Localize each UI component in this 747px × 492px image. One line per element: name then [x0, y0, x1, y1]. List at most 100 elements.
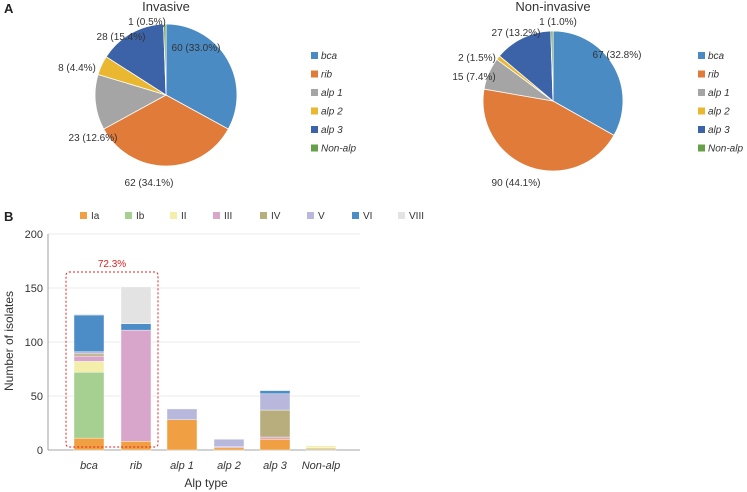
pie-chart-noninvasive: 67 (32.8%) 90 (44.1%) 15 (7.4%) 2 (1.5%) 27 …: [452, 17, 641, 189]
pie-label-rib: 90 (44.1%): [492, 178, 541, 189]
pie-slice-nonalp: [550, 30, 554, 102]
bar-legend: Ia Ib II III IV V VI VIII: [80, 211, 424, 222]
legend-swatch-alp1: [311, 89, 318, 96]
x-tick-label: Non-alp: [302, 460, 341, 472]
bar-segment-III: [120, 329, 152, 442]
y-axis-title: Number of isolates: [2, 291, 16, 391]
legend-label-alp3: alp 3: [321, 125, 343, 136]
legend-swatch-bca: [311, 52, 318, 59]
legend-swatch-bca: [698, 52, 705, 59]
legend-label-Ib: Ib: [136, 211, 145, 222]
x-tick-label: alp 1: [170, 460, 194, 472]
bar-segment-III: [73, 355, 105, 362]
pie-label-alp2: 8 (4.4%): [58, 63, 96, 74]
pie-slice-alp3: [105, 23, 167, 96]
legend-label-Ia: Ia: [91, 211, 100, 222]
x-tick-label: alp 3: [263, 460, 288, 472]
legend-label-VIII: VIII: [409, 211, 424, 222]
bar-segment-VIII: [73, 313, 105, 316]
bar-segment-V: [166, 408, 198, 420]
pie-slice-bca: [552, 30, 624, 136]
pie-label-alp1: 23 (12.6%): [69, 133, 118, 144]
pie-label-rib: 62 (34.1%): [125, 178, 174, 189]
pie-label-bca: 60 (33.0%): [172, 43, 221, 54]
legend-swatch-alp1: [698, 89, 705, 96]
legend-label-alp2: alp 2: [321, 107, 343, 118]
legend-label-III: III: [224, 211, 232, 222]
legend-swatch-nonalp: [311, 144, 318, 152]
bar-segment-III: [259, 436, 291, 440]
pie-slice-bca: [165, 23, 238, 130]
legend-noninvasive: bca rib alp 1 alp 2 alp 3 Non-alp: [698, 51, 743, 155]
x-tick-label: bca: [80, 460, 98, 472]
y-tick-label: 100: [25, 337, 43, 349]
pie-title-noninvasive: Non-invasive: [515, 0, 590, 14]
x-axis-title: Alp type: [184, 476, 228, 490]
bar-segment-VI: [73, 314, 105, 352]
y-tick-label: 200: [25, 229, 43, 241]
legend-label-nonalp: Non-alp: [708, 144, 743, 155]
pie-slice-nonalp: [163, 23, 167, 96]
bar-segment-V: [259, 393, 291, 411]
x-tick-label: rib: [130, 460, 142, 472]
legend-label-II: II: [181, 211, 187, 222]
panel-label-b: B: [4, 209, 13, 224]
pie-label-bca: 67 (32.8%): [593, 50, 642, 61]
pie-title-invasive: Invasive: [142, 0, 190, 14]
legend-label-rib: rib: [321, 70, 333, 81]
legend-swatch-rib: [311, 70, 318, 78]
legend-label-alp1: alp 1: [321, 88, 343, 99]
legend-label-alp1: alp 1: [708, 88, 730, 99]
pie-slice-rib: [482, 88, 615, 172]
legend-swatch-Ib: [125, 212, 132, 219]
panel-label-a: A: [4, 1, 14, 16]
legend-label-IV: IV: [271, 211, 281, 222]
legend-label-nonalp: Non-alp: [321, 144, 356, 155]
y-tick-label: 50: [31, 391, 43, 403]
pie-label-alp3: 27 (13.2%): [492, 28, 541, 39]
highlight-annotation: 72.3%: [98, 259, 126, 270]
legend-label-rib: rib: [708, 70, 720, 81]
legend-swatch-VIII: [398, 212, 405, 219]
pie-chart-invasive: 60 (33.0%) 62 (34.1%) 23 (12.6%) 8 (4.4%) 28…: [58, 17, 238, 189]
bar-segment-II: [73, 361, 105, 373]
legend-label-alp2: alp 2: [708, 107, 730, 118]
legend-label-bca: bca: [321, 51, 338, 62]
bar-segment-Ia: [213, 447, 245, 451]
legend-swatch-III: [213, 212, 220, 219]
bar-segment-II: [305, 445, 337, 449]
legend-swatch-Ia: [80, 212, 87, 219]
legend-swatch-alp2: [311, 107, 318, 115]
pie-slice-alp3: [498, 30, 554, 102]
legend-label-V: V: [318, 211, 325, 222]
bar-segment-Ia: [259, 439, 291, 451]
legend-swatch-II: [170, 212, 177, 219]
legend-swatch-rib: [698, 70, 705, 78]
pie-slice-alp1: [94, 73, 168, 130]
bar-segment-Ib: [73, 372, 105, 439]
bar-segment-Ia: [73, 437, 105, 451]
pie-slice-rib: [103, 94, 229, 167]
pie-label-alp3: 28 (15.4%): [97, 32, 146, 43]
pie-label-nonalp: 1 (0.5%): [128, 17, 166, 28]
bar-segment-VI: [120, 323, 152, 331]
legend-label-alp3: alp 3: [708, 125, 730, 136]
legend-swatch-alp3: [311, 126, 318, 133]
bar-segment-VI: [259, 390, 291, 395]
legend-label-bca: bca: [708, 51, 725, 62]
legend-swatch-V: [307, 212, 314, 219]
legend-swatch-VI: [352, 212, 359, 219]
legend-swatch-alp2: [698, 107, 705, 115]
bar-segment-V: [213, 439, 245, 447]
bar-segment-Ia: [120, 441, 152, 451]
legend-invasive: bca rib alp 1 alp 2 alp 3 Non-alp: [311, 51, 356, 155]
pie-label-nonalp: 1 (1.0%): [539, 17, 577, 28]
y-tick-label: 0: [37, 445, 43, 457]
legend-swatch-IV: [260, 212, 267, 219]
bar-segment-IV: [73, 353, 105, 357]
x-tick-label: alp 2: [217, 460, 241, 472]
legend-swatch-nonalp: [698, 144, 705, 152]
legend-swatch-alp3: [698, 126, 705, 133]
bar-segment-Ia: [166, 419, 198, 451]
